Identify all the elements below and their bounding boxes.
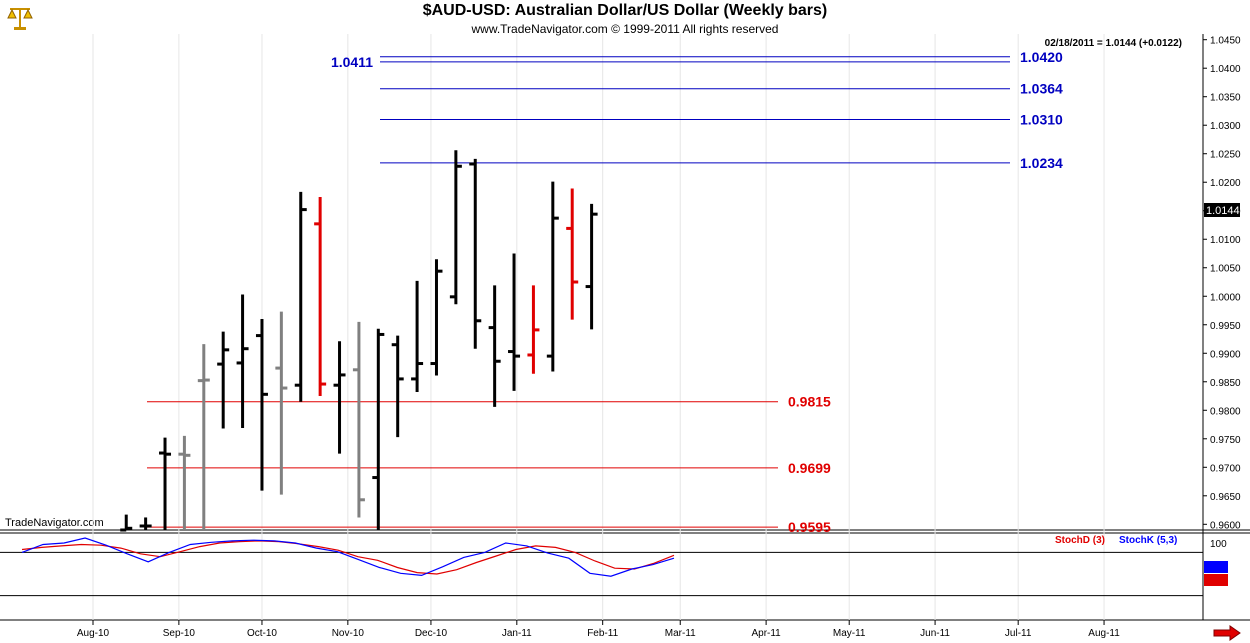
price-bars [120,150,598,532]
x-tick-label: Mar-11 [665,628,696,639]
ohlc-bar [508,253,521,391]
y-tick-label: 0.9700 [1210,463,1241,474]
y-tick-label: 1.0250 [1210,150,1241,161]
chart-title: $AUD-USD: Australian Dollar/US Dollar (W… [422,2,828,19]
support-label: 0.9699 [788,460,831,476]
ohlc-bar [430,259,443,376]
ohlc-bar [449,150,462,305]
ohlc-bar [217,331,230,429]
ohlc-bar [159,437,172,530]
y-tick-label: 1.0050 [1210,264,1241,275]
date-axis: Aug-10 Sep-10 Oct-10 Nov-10 Dec-10 Jan-11 Feb-… [77,620,1120,639]
ohlc-bar [411,280,424,393]
resistance-label: 1.0411 [331,54,373,70]
y-tick-label: 0.9950 [1210,321,1241,332]
last-price-tag: 1.0144 [1206,205,1240,217]
y-tick-label: 1.0300 [1210,121,1241,132]
y-tick-label: 0.9850 [1210,378,1241,389]
price-axis: 1.0450 1.0400 1.0350 1.0300 1.0250 1.0200 1.01… [1203,36,1241,531]
stoch-d-tag-bg [1204,574,1228,586]
ohlc-bar [294,191,307,402]
x-tick-label: Dec-10 [415,628,448,639]
last-price-tag-bg [1204,203,1240,217]
ohlc-bar [255,319,268,491]
x-tick-label: Nov-10 [332,628,365,639]
watermark: TradeNavigator.com [5,517,104,529]
x-tick-label: Jun-11 [920,628,950,639]
ohlc-bar [469,158,482,349]
support-label: 0.9595 [788,519,831,535]
x-tick-label: Oct-10 [247,628,277,639]
ohlc-bar [139,517,152,530]
grid [92,34,1105,620]
ohlc-bar [197,344,210,530]
y-tick-label: 1.0450 [1210,36,1241,47]
right-arrow-icon[interactable] [1212,625,1242,641]
ohlc-bar [527,285,540,374]
y-tick-label: 0.9600 [1210,520,1241,531]
last-quote-label: 02/18/2011 = 1.0144 (+0.0122) [1045,38,1182,49]
ohlc-bar [546,181,559,372]
resistance-label: 1.0364 [1020,81,1063,97]
ohlc-bar [585,203,598,330]
scales-icon[interactable] [6,2,34,32]
y-tick-label: 0.9750 [1210,435,1241,446]
y-tick-label: 0.9800 [1210,406,1241,417]
y-tick-label: 1.0350 [1210,93,1241,104]
x-tick-label: Jan-11 [502,628,532,639]
ohlc-bar [314,197,327,397]
stoch-d-line [21,540,675,575]
stoch-k-legend: StochK (5,3) [1119,535,1177,546]
ohlc-bar [275,311,288,495]
x-tick-label: Sep-10 [163,628,196,639]
ohlc-bar [333,341,346,454]
y-tick-label: 1.0400 [1210,64,1241,75]
x-tick-label: Feb-11 [587,628,618,639]
ohlc-bar [488,285,501,407]
ohlc-bar [566,188,579,320]
x-tick-label: May-11 [833,628,866,639]
ohlc-bar [120,514,133,532]
stoch-k-tag-bg [1204,561,1228,573]
stoch-k-line [21,537,675,577]
ohlc-bar [352,321,365,518]
ohlc-bar [372,328,385,530]
y-tick-label: 1.0200 [1210,178,1241,189]
y-tick-label: 1.0000 [1210,292,1241,303]
y-tick-label: 0.9900 [1210,349,1241,360]
level-lines: 1.0420 1.0411 1.0364 1.0310 1.0234 0.9815 0.96… [147,49,1063,535]
resistance-label: 1.0234 [1020,155,1063,171]
x-tick-label: Aug-10 [77,628,110,639]
stoch-panel: 10056.1872.20StochD (3)StochK (5,3) [0,535,1230,597]
y-tick-label: 0.9650 [1210,492,1241,503]
y-tick-label: 1.0100 [1210,235,1241,246]
x-tick-label: Jul-11 [1005,628,1032,639]
resistance-label: 1.0420 [1020,49,1063,65]
ohlc-bar [178,435,191,530]
stoch-tick-label: 100 [1210,539,1227,550]
stoch-d-legend: StochD (3) [1055,535,1105,546]
x-tick-label: Apr-11 [751,628,781,639]
resistance-label: 1.0310 [1020,112,1063,128]
x-tick-label: Aug-11 [1088,628,1120,639]
ohlc-bar [391,335,404,438]
ohlc-bar [236,294,249,428]
chart-subtitle: www.TradeNavigator.com © 1999-2011 All r… [471,22,779,36]
support-label: 0.9815 [788,394,831,410]
